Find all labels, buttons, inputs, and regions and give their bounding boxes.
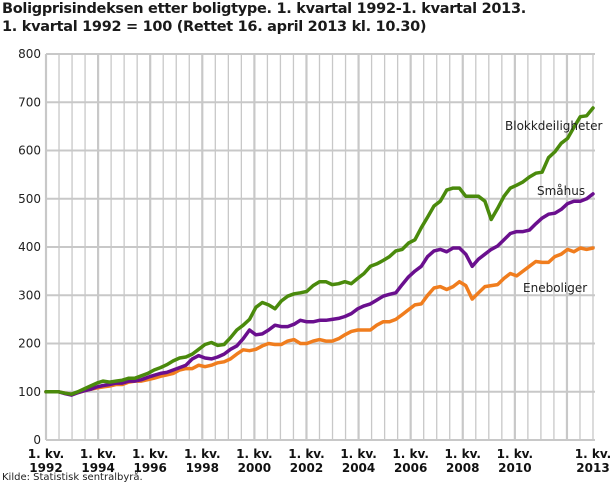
x-tick-label-line2: 1998 xyxy=(186,461,219,475)
y-tick-label: 800 xyxy=(18,47,41,61)
chart-title-line1: Boligprisindeksen etter boligtype. 1. kv… xyxy=(2,1,526,17)
x-tick-label-line1: 1. kv. xyxy=(288,447,324,461)
x-tick-label-line2: 2013 xyxy=(576,461,609,475)
x-tick-label-line2: 2000 xyxy=(238,461,271,475)
series-label-eneboliger: Eneboliger xyxy=(523,281,587,295)
y-tick-label: 700 xyxy=(18,95,41,109)
x-tick-label-line2: 1996 xyxy=(133,461,166,475)
x-tick-label-line1: 1. kv. xyxy=(28,447,64,461)
y-tick-label: 100 xyxy=(18,385,41,399)
x-tick-label-line1: 1. kv. xyxy=(80,447,116,461)
x-tick-label-line1: 1. kv. xyxy=(575,447,610,461)
x-tick-label-line1: 1. kv. xyxy=(236,447,272,461)
chart-title-line2: 1. kvartal 1992 = 100 (Rettet 16. april … xyxy=(2,19,427,35)
x-tick-label-line1: 1. kv. xyxy=(132,447,168,461)
x-tick-label-line2: 2006 xyxy=(394,461,427,475)
x-tick-label-line2: 2008 xyxy=(446,461,479,475)
y-tick-label: 500 xyxy=(18,192,41,206)
series-line-smahus xyxy=(44,192,595,397)
x-tick-label-line1: 1. kv. xyxy=(497,447,533,461)
series-labels: Blokkdeiligheter Småhus Eneboliger xyxy=(505,119,603,295)
y-tick-label: 600 xyxy=(18,144,41,158)
y-tick-label: 200 xyxy=(18,337,41,351)
y-tick-label: 400 xyxy=(18,240,41,254)
series-lines xyxy=(44,106,595,397)
x-tick-label-line2: 1994 xyxy=(81,461,114,475)
x-tick-label-line2: 2010 xyxy=(498,461,531,475)
y-tick-label: 0 xyxy=(33,433,41,447)
series-label-smahus: Småhus xyxy=(537,184,585,198)
series-line-blokkdeiligheter xyxy=(44,106,595,396)
series-label-blokkdeiligheter: Blokkdeiligheter xyxy=(505,119,603,133)
source-note: Kilde: Statistisk sentralbyrå. xyxy=(2,472,143,483)
x-tick-label-line2: 2002 xyxy=(290,461,323,475)
x-tick-label-line1: 1. kv. xyxy=(340,447,376,461)
x-tick-label-line1: 1. kv. xyxy=(184,447,220,461)
x-tick-label-line1: 1. kv. xyxy=(392,447,428,461)
y-axis: 0 100 200 300 400 500 600 700 800 xyxy=(18,47,41,447)
chart-title: Boligprisindeksen etter boligtype. 1. kv… xyxy=(2,0,526,36)
x-tick-label-line2: 1992 xyxy=(29,461,62,475)
x-tick-label-line1: 1. kv. xyxy=(445,447,481,461)
y-tick-label: 300 xyxy=(18,288,41,302)
x-tick-label-line2: 2004 xyxy=(342,461,375,475)
